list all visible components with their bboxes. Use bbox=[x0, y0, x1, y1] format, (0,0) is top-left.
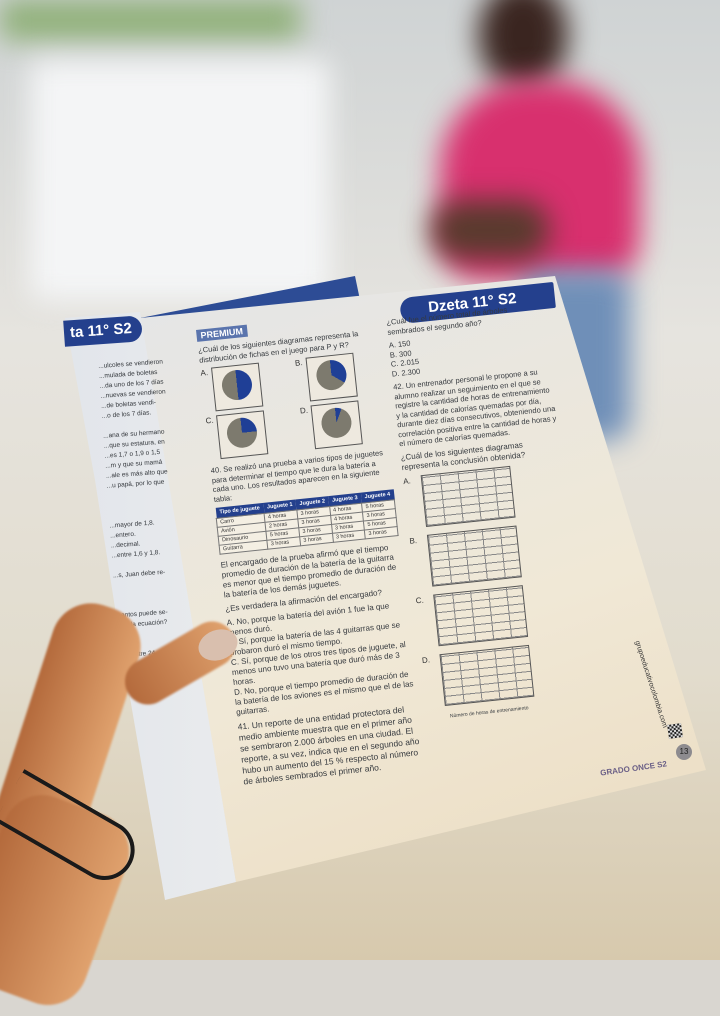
pie-chart-d-slices bbox=[319, 406, 353, 440]
chart-option-b: B. bbox=[409, 520, 574, 588]
chart-option-c: C. bbox=[415, 579, 580, 647]
wall-decoration bbox=[0, 0, 300, 40]
pie-option-d-label: D. bbox=[299, 405, 309, 416]
pie-option-a-label: A. bbox=[200, 367, 209, 378]
qr-code bbox=[667, 723, 683, 739]
chart-option-d-label: D. bbox=[421, 654, 431, 665]
pie-chart-b-slices bbox=[314, 358, 348, 392]
chart-option-a-label: A. bbox=[402, 475, 412, 486]
window bbox=[30, 60, 330, 300]
pie-chart-c-slices bbox=[225, 416, 259, 450]
pie-chart-a bbox=[210, 362, 263, 412]
chart-option-b-label: B. bbox=[408, 535, 418, 546]
chart-option-d: D. bbox=[421, 639, 586, 707]
pie-chart-d bbox=[310, 400, 363, 450]
badge: S2 bbox=[656, 759, 668, 770]
person-head bbox=[478, 0, 568, 90]
badge: S2 bbox=[112, 320, 133, 339]
pie-chart-b bbox=[305, 352, 358, 402]
question-40-options: A. No, porque la batería del avión 1 fue… bbox=[226, 600, 415, 718]
scatter-chart-c bbox=[433, 584, 529, 646]
pie-option-c: C. bbox=[205, 408, 294, 461]
pie-chart-a-slices bbox=[220, 368, 254, 402]
person-arm bbox=[430, 200, 550, 260]
pie-option-b: B. bbox=[295, 350, 384, 403]
pie-option-d: D. bbox=[300, 398, 389, 451]
chart-option-c-label: C. bbox=[415, 595, 425, 605]
page-number: 13 bbox=[676, 744, 692, 760]
scatter-chart-d bbox=[439, 644, 535, 706]
brand-left-text: ta 11° bbox=[69, 321, 110, 342]
pie-chart-c bbox=[216, 410, 269, 460]
scatter-chart-a bbox=[420, 465, 516, 527]
question-42: 42. Un entrenador personal le propone a … bbox=[392, 367, 557, 449]
chart-option-a: A. bbox=[403, 460, 568, 528]
pie-option-c-label: C. bbox=[205, 415, 214, 426]
left-page-header: ta 11° S2 bbox=[63, 315, 143, 347]
pie-option-b-label: B. bbox=[294, 358, 304, 368]
scatter-chart-b bbox=[426, 525, 522, 587]
pie-option-a: A. bbox=[200, 360, 289, 413]
pie-options: A. B. C. D. bbox=[200, 350, 389, 460]
